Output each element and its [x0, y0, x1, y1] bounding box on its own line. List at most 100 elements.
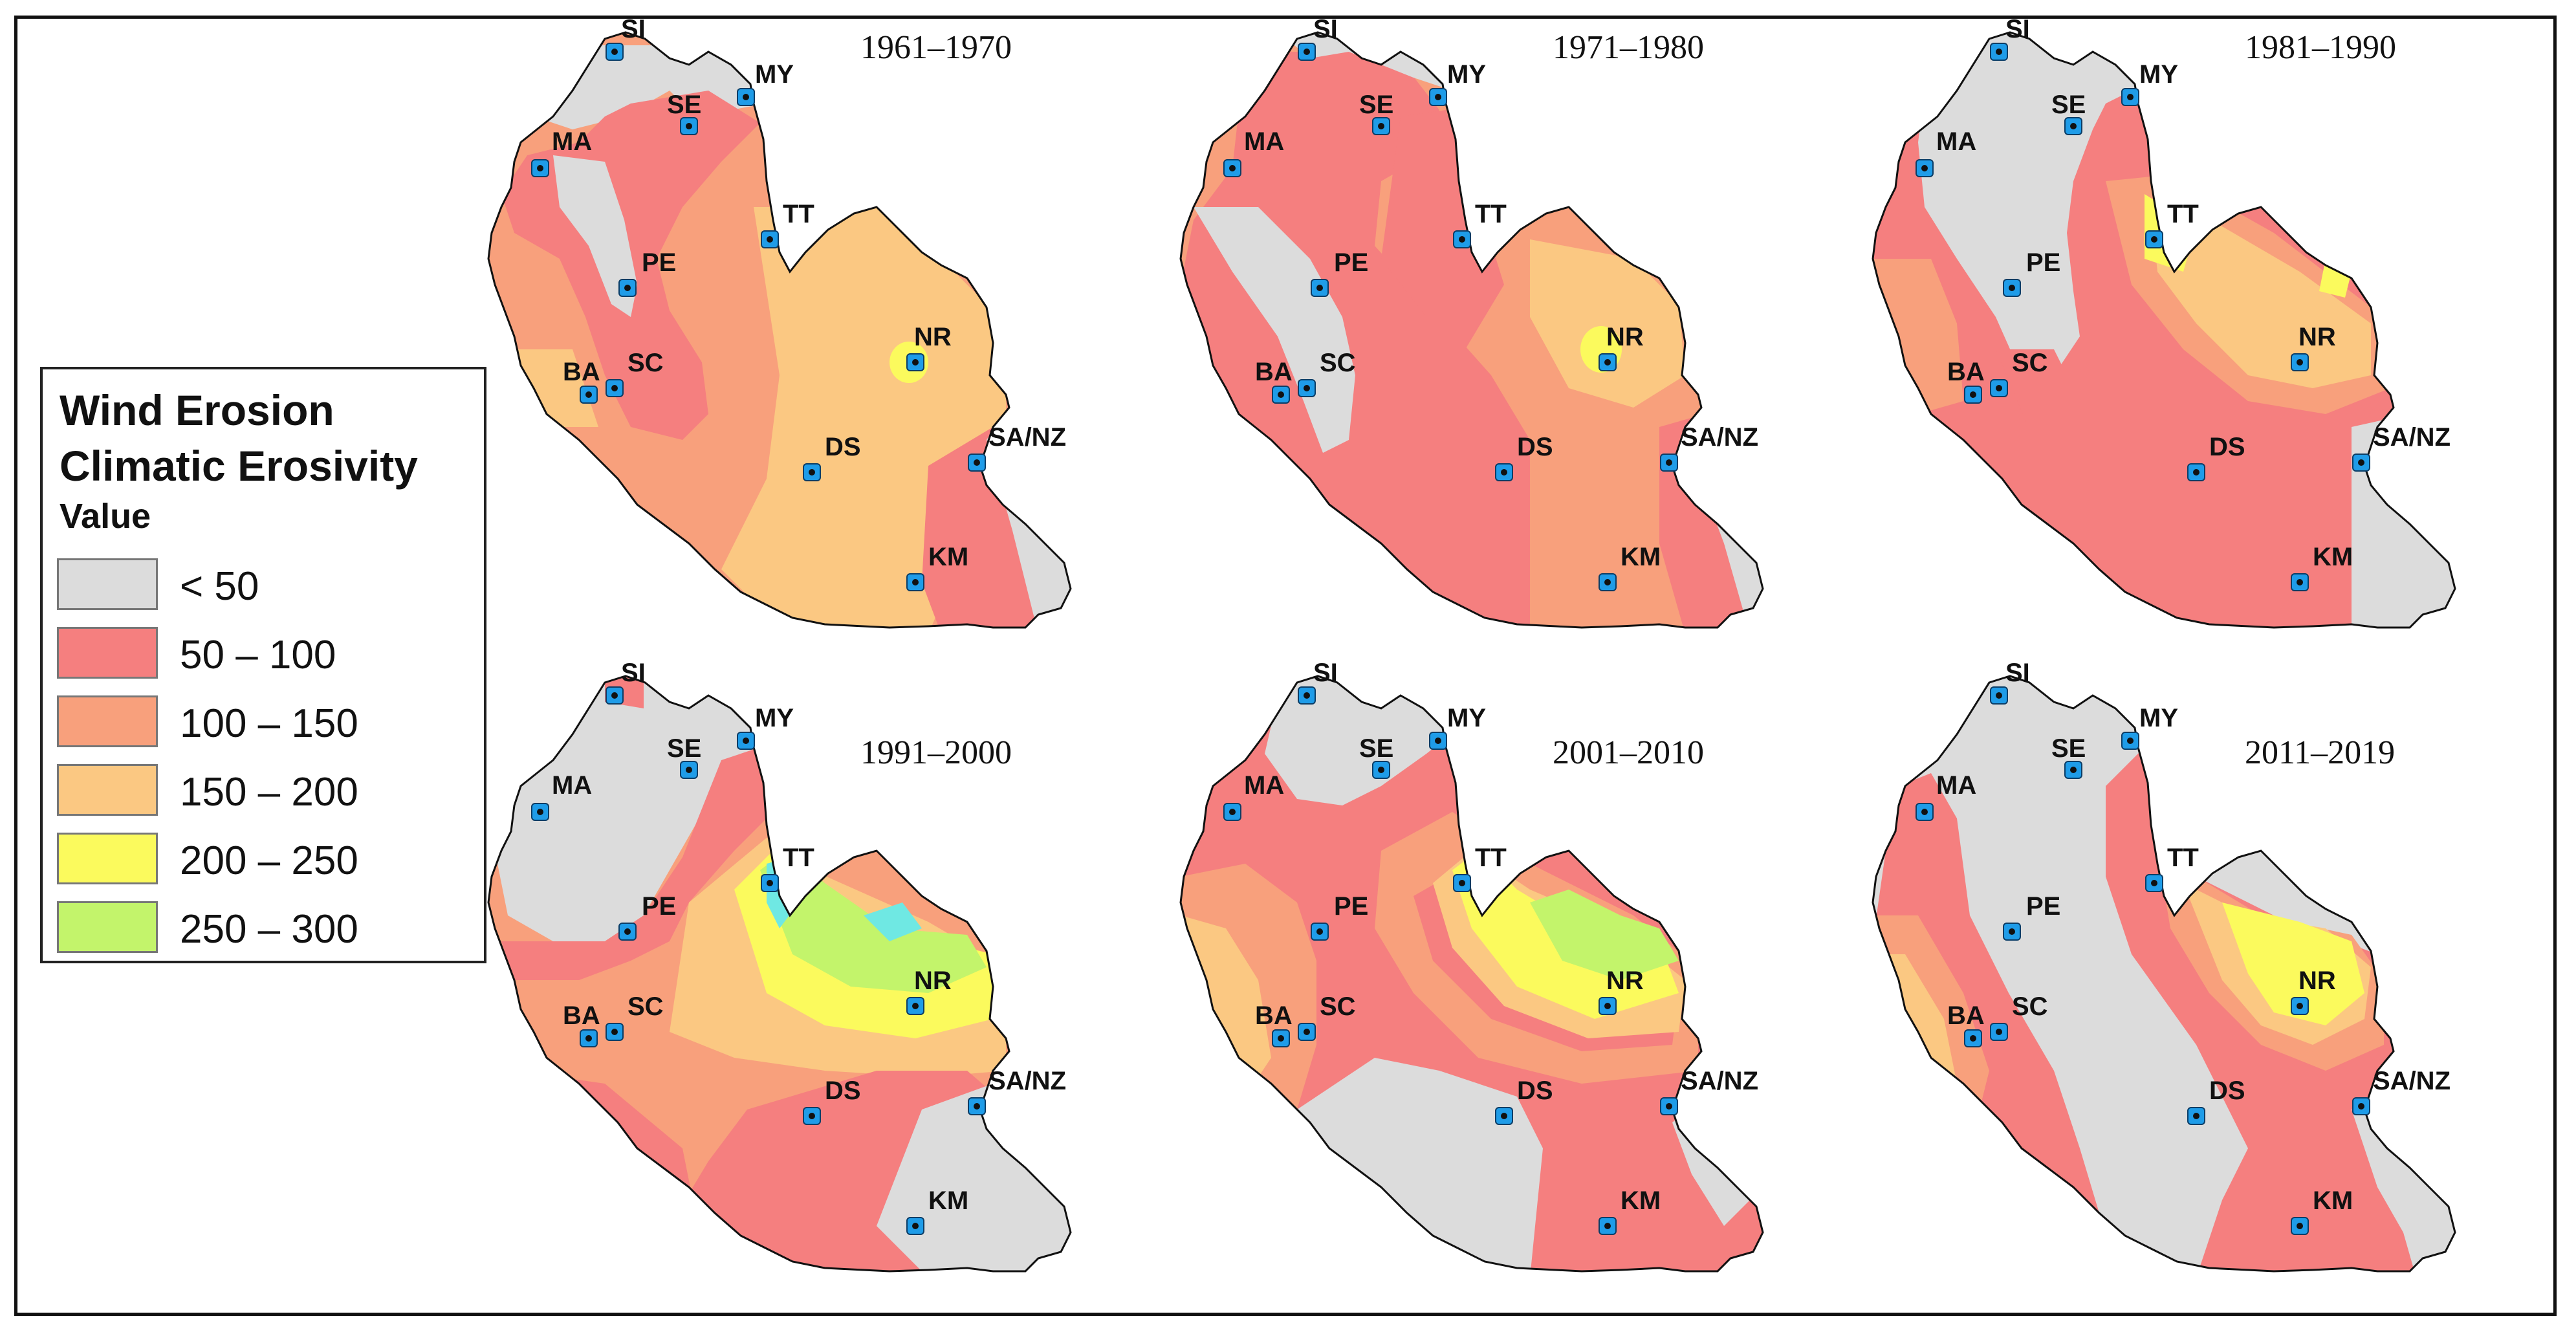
station-label: SE [667, 91, 701, 119]
station-dot [1229, 165, 1236, 171]
region-outline [1179, 31, 1764, 629]
period-title-2: 1971–1980 [1553, 29, 1704, 66]
zone [864, 902, 922, 941]
map-panel-1: SI MY SE MA TT PE BA SC NR DS SA/NZ KM [487, 15, 1072, 629]
station-label: SI [2005, 659, 2030, 687]
station-label: KM [2313, 543, 2353, 571]
station-label: MA [552, 127, 592, 156]
station-label: KM [928, 1186, 968, 1215]
map-panel-2: SI MY SE MA TT PE BA SC NR DS SA/NZ KM [1179, 15, 1764, 629]
legend-swatch-100-150 [57, 695, 158, 747]
station-label: KM [1621, 543, 1661, 571]
zone [1381, 110, 1504, 349]
station-dot [2151, 236, 2157, 243]
station-label: SC [1320, 349, 1356, 377]
region-outline [1872, 31, 2456, 629]
period-title-3: 1981–1990 [2245, 29, 2396, 66]
station-dot [2009, 285, 2015, 291]
station-dot [611, 49, 618, 55]
zone [553, 155, 637, 317]
station-label: PE [1334, 248, 1368, 277]
station-label: SE [667, 734, 701, 763]
legend-item-50-100: 50 – 100 [57, 627, 471, 681]
station-label: MY [1447, 60, 1486, 89]
legend-label-50-100: 50 – 100 [180, 633, 336, 677]
station-dot [2127, 738, 2134, 744]
period-title-5: 2001–2010 [1553, 734, 1704, 771]
station-label: MA [552, 771, 592, 800]
zone [1181, 915, 1271, 1097]
station-label: SA/NZ [2373, 1067, 2450, 1095]
station-dot [1501, 1113, 1507, 1119]
station-label: TT [783, 844, 814, 872]
station-label: DS [825, 1077, 861, 1105]
station-dot [1666, 459, 1672, 466]
legend-title-line3: Value [60, 497, 151, 536]
legend-label-150-200: 150 – 200 [180, 770, 358, 815]
station-label: TT [2167, 844, 2199, 872]
region-outline [1179, 675, 1764, 1273]
legend-swatch-50-100 [57, 627, 158, 679]
station-label: SA/NZ [988, 1067, 1066, 1095]
station-dot [1304, 49, 1310, 55]
station-dot [1604, 359, 1611, 366]
station-dot [1666, 1103, 1672, 1110]
station-dot [2193, 469, 2199, 476]
station-dot [686, 123, 692, 129]
station-dot [1921, 165, 1928, 171]
station-dot [2297, 359, 2303, 366]
station-dot [1604, 1003, 1611, 1009]
station-dot [585, 391, 592, 398]
station-label: SE [1359, 91, 1393, 119]
station-label: NR [1606, 323, 1644, 351]
map-panel-5: SI MY SE MA TT PE BA SC NR DS SA/NZ KM [1179, 659, 1764, 1273]
station-label: MA [1244, 771, 1284, 800]
legend-swatch-200-250 [57, 833, 158, 884]
station-label: SA/NZ [1681, 1067, 1758, 1095]
station-dot [1435, 94, 1441, 100]
station-label: DS [2209, 1077, 2245, 1105]
station-dot [686, 767, 692, 773]
station-label: SI [1313, 659, 1338, 687]
erosivity-zones [488, 32, 1071, 628]
station-dot [743, 738, 749, 744]
legend-item-150-200: 150 – 200 [57, 764, 471, 818]
station-label: DS [1517, 1077, 1553, 1105]
station-label: TT [1475, 844, 1507, 872]
station-label: MA [1936, 127, 1976, 156]
station-dot [2127, 94, 2134, 100]
map-panel-6: SI MY SE MA TT PE BA SC NR DS SA/NZ KM [1872, 659, 2456, 1273]
station-label: BA [1255, 358, 1293, 386]
station-dot [1996, 385, 2002, 391]
station-dot [1378, 123, 1384, 129]
station-dot [1604, 1223, 1611, 1229]
station-dot [2009, 928, 2015, 935]
station-label: SE [2051, 91, 2086, 119]
station-label: NR [2298, 323, 2336, 351]
station-dot [912, 1003, 919, 1009]
station-dot [1316, 285, 1323, 291]
station-label: SC [628, 349, 664, 377]
zone [877, 1084, 1071, 1271]
station-label: MY [755, 704, 794, 732]
legend-item-lt50: < 50 [57, 558, 471, 613]
erosivity-zones [1873, 32, 2455, 628]
period-title-4: 1991–2000 [860, 734, 1012, 771]
station-label: SC [2012, 992, 2048, 1021]
station-dot [624, 928, 631, 935]
station-dot [1996, 49, 2002, 55]
station-dot [974, 459, 980, 466]
station-dot [537, 809, 543, 815]
legend-item-100-150: 100 – 150 [57, 695, 471, 750]
zone [1181, 52, 1530, 628]
station-dot [611, 385, 618, 391]
station-dot [2151, 880, 2157, 886]
station-label: BA [1947, 358, 1985, 386]
station-label: KM [2313, 1186, 2353, 1215]
station-dot [743, 94, 749, 100]
zone [2151, 207, 2371, 388]
legend-label-100-150: 100 – 150 [180, 701, 358, 746]
station-label: SC [1320, 992, 1356, 1021]
station-dot [1278, 391, 1284, 398]
zone [1918, 32, 2145, 375]
